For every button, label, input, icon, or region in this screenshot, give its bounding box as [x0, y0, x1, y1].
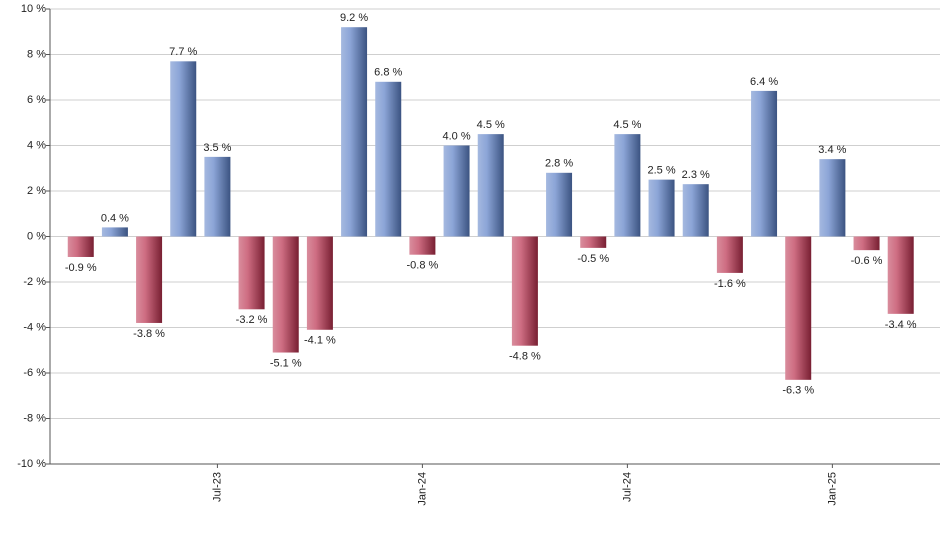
bar: [546, 172, 573, 237]
y-tick-label: 0 %: [27, 230, 46, 242]
data-label: 4.0 %: [442, 130, 470, 142]
bar: [170, 61, 197, 237]
bar: [887, 236, 914, 314]
y-tick-label: 6 %: [27, 94, 46, 106]
data-label: 7.7 %: [169, 46, 197, 58]
data-label: -3.8 %: [133, 328, 165, 340]
y-tick-label: -2 %: [23, 276, 46, 288]
data-label: 2.8 %: [545, 158, 573, 170]
bar: [341, 27, 368, 237]
bar: [648, 179, 675, 237]
y-tick-label: -6 %: [23, 367, 46, 379]
data-label: -5.1 %: [270, 357, 302, 369]
data-label: 3.4 %: [818, 144, 846, 156]
bar: [306, 236, 333, 330]
data-label: -0.8 %: [407, 260, 439, 272]
y-tick-label: 10 %: [21, 3, 46, 15]
data-label: 3.5 %: [203, 142, 231, 154]
data-label: 4.5 %: [613, 119, 641, 131]
bar: [204, 156, 231, 237]
x-tick-label: Jul-23: [211, 472, 223, 502]
bar: [614, 134, 641, 237]
bar: [375, 81, 402, 237]
data-label: 2.5 %: [647, 165, 675, 177]
bar: [443, 145, 470, 237]
bar: [853, 236, 880, 251]
bar: [238, 236, 265, 310]
data-label: -0.5 %: [577, 253, 609, 265]
data-label: -0.9 %: [65, 262, 97, 274]
data-label: -3.2 %: [236, 314, 268, 326]
y-tick-label: -10 %: [17, 458, 46, 470]
y-tick-label: 4 %: [27, 139, 46, 151]
bar: [716, 236, 743, 273]
data-label: -6.3 %: [782, 385, 814, 397]
bar: [409, 236, 436, 255]
data-label: -1.6 %: [714, 278, 746, 290]
bar: [751, 90, 778, 237]
bar: [785, 236, 812, 380]
x-tick-label: Jul-24: [621, 472, 633, 502]
x-tick-label: Jan-24: [416, 472, 428, 506]
data-label: -4.8 %: [509, 351, 541, 363]
data-label: -4.1 %: [304, 335, 336, 347]
y-tick-label: -8 %: [23, 412, 46, 424]
bar: [272, 236, 299, 353]
data-label: 4.5 %: [477, 119, 505, 131]
bar: [580, 236, 607, 248]
bar: [477, 134, 504, 237]
bar: [819, 159, 846, 237]
y-tick-label: 2 %: [27, 185, 46, 197]
bar: [136, 236, 163, 323]
data-label: 6.8 %: [374, 67, 402, 79]
data-label: 9.2 %: [340, 12, 368, 24]
y-tick-label: 8 %: [27, 48, 46, 60]
data-label: -3.4 %: [885, 319, 917, 331]
y-tick-label: -4 %: [23, 321, 46, 333]
data-label: 6.4 %: [750, 76, 778, 88]
bar: [511, 236, 538, 346]
x-tick-label: Jan-25: [826, 472, 838, 506]
bar: [101, 227, 128, 237]
data-label: 0.4 %: [101, 212, 129, 224]
data-label: -0.6 %: [851, 255, 883, 267]
bar: [682, 184, 709, 237]
data-label: 2.3 %: [682, 169, 710, 181]
bar: [67, 236, 94, 257]
